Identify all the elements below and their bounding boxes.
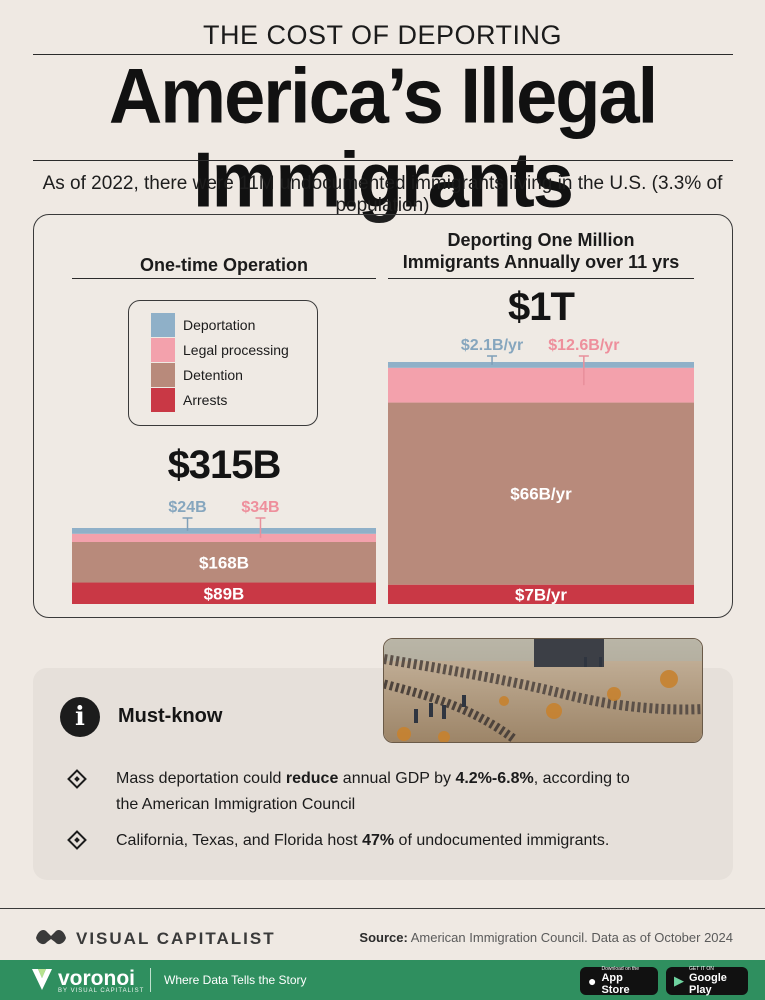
legend-label: Arrests <box>183 392 228 408</box>
bullet-text-segment: 4.2%-6.8% <box>455 770 534 787</box>
callout-label-legal-processing: $34B <box>241 499 279 516</box>
header-rule-top <box>33 54 733 55</box>
chart-left-total: $315B <box>167 443 282 487</box>
must-know-title: Must-know <box>118 705 223 727</box>
callout-label-legal-processing: $12.6B/yr <box>548 337 619 354</box>
brand-name: VISUAL CAPITALIST <box>76 929 276 948</box>
callout-label-deportation: $24B <box>168 499 206 516</box>
bar-segment-arrests <box>388 584 694 604</box>
legend-swatch-arrests <box>151 388 175 412</box>
voronoi-wordmark: voronoi <box>58 967 135 990</box>
bullet-text-segment: annual GDP by <box>338 770 456 787</box>
header-rule-bottom <box>33 160 733 161</box>
bars-left: $89B $168B $34B $24B <box>72 499 376 604</box>
legend-label: Legal processing <box>183 342 289 358</box>
legend: Deportation Legal processing Detention A… <box>128 300 318 426</box>
bar-label-arrests: $7B/yr <box>515 585 567 604</box>
legend-item-legal-processing: Legal processing <box>151 338 289 362</box>
legend-swatch-deportation <box>151 313 175 337</box>
legend-item-detention: Detention <box>151 363 243 387</box>
footer-divider <box>150 968 151 992</box>
bar-segment-detention <box>72 541 376 583</box>
footer-rule <box>0 908 765 909</box>
apple-icon: ● <box>588 973 597 989</box>
bar-label-detention: $168B <box>199 553 249 572</box>
bars-right: $7B/yr $66B/yr $12.6B/yr $2.1B/yr <box>388 337 694 604</box>
kicker: THE COST OF DEPORTING <box>202 20 563 50</box>
source-label: Source: <box>359 930 408 945</box>
border-fence-photo <box>383 638 703 743</box>
bar-segment-arrests <box>72 582 376 604</box>
google-play-small: GET IT ON <box>689 966 714 972</box>
bullet-text-segment: of undocumented immigrants. <box>394 832 610 849</box>
google-play-label: Google Play <box>689 972 727 996</box>
page-title: America’s Illegal Immigrants <box>108 51 658 224</box>
google-play-button[interactable]: ▶ GET IT ON Google Play <box>666 966 748 996</box>
bar-label-arrests: $89B <box>204 584 245 603</box>
bar-segment-legal-processing <box>388 367 694 403</box>
app-store-button[interactable]: ● Download on the App Store <box>580 966 658 996</box>
chart-right-title: Deporting One Million Immigrants Annuall… <box>388 229 694 273</box>
play-icon: ▶ <box>674 973 684 988</box>
info-icon: i <box>60 697 100 737</box>
chart-left-title: One-time Operation <box>139 255 309 275</box>
legend-item-deportation: Deportation <box>151 313 255 337</box>
source-text: American Immigration Council. Data as of… <box>410 930 733 945</box>
chart-right-title-rule <box>388 278 694 279</box>
bar-segment-detention <box>388 402 694 585</box>
bar-segment-deportation <box>72 528 376 534</box>
bullet-text-segment: reduce <box>285 770 339 787</box>
tagline: Where Data Tells the Story <box>164 973 307 987</box>
chart-right-total: $1T <box>508 285 575 329</box>
bar-label-detention: $66B/yr <box>510 485 572 504</box>
voronoi-subtitle: BY VISUAL CAPITALIST <box>58 988 145 994</box>
bar-segment-legal-processing <box>72 533 376 542</box>
chart-right-title-line-1: Deporting One Million <box>447 230 635 250</box>
bar-segment-deportation <box>388 362 694 368</box>
border-fence-illustration <box>384 639 702 742</box>
legend-swatch-legal-processing <box>151 338 175 362</box>
legend-item-arrests: Arrests <box>151 388 227 412</box>
legend-swatch-detention <box>151 363 175 387</box>
bullet-text-segment: California, Texas, and Florida host <box>116 832 363 849</box>
chart-left-title-rule <box>72 278 376 279</box>
bullet-text-segment: , according to the American Immigration … <box>116 770 630 813</box>
subtitle: As of 2022, there were 11M undocumented … <box>42 173 723 216</box>
chart-right-title-line-2: Immigrants Annually over 11 yrs <box>402 252 680 272</box>
voronoi-logo-icon <box>32 969 52 990</box>
legend-label: Deportation <box>183 317 256 333</box>
must-know-bullet: California, Texas, and Florida host 47% … <box>116 828 676 854</box>
visual-capitalist-logo-icon <box>36 930 66 945</box>
must-know-bullet: Mass deportation could reduce annual GDP… <box>116 766 636 818</box>
bullet-text-segment: 47% <box>362 832 395 849</box>
bullet-text-segment: Mass deportation could <box>116 770 286 787</box>
callout-label-deportation: $2.1B/yr <box>461 337 523 354</box>
app-store-small: Download on the <box>601 966 639 972</box>
legend-label: Detention <box>183 367 243 383</box>
source-note: Source: American Immigration Council. Da… <box>359 930 733 945</box>
app-store-label: App Store <box>601 972 630 996</box>
